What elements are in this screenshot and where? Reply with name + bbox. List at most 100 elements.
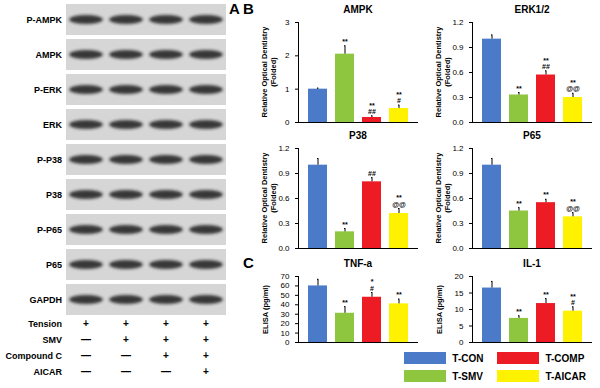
svg-text:10: 10 xyxy=(455,305,464,314)
svg-text:AMPK: AMPK xyxy=(36,50,63,60)
html-text:T-COMP: T-COMP xyxy=(545,352,585,364)
svg-text:60: 60 xyxy=(281,281,290,290)
svg-text:P65: P65 xyxy=(46,260,62,270)
svg-text:ERK: ERK xyxy=(43,120,63,130)
svg-text:0.9: 0.9 xyxy=(278,169,290,178)
svg-text:##: ## xyxy=(368,170,376,177)
svg-text:1.2: 1.2 xyxy=(452,144,464,153)
svg-text:1.2: 1.2 xyxy=(452,18,464,27)
svg-text:**##: **## xyxy=(368,102,376,115)
svg-text:+: + xyxy=(83,318,89,329)
svg-text:—: — xyxy=(81,334,91,345)
svg-text:**##: **## xyxy=(542,57,550,70)
html-text:(Folded): (Folded) xyxy=(269,57,278,87)
svg-text:0: 0 xyxy=(285,118,290,127)
html-text:(Folded): (Folded) xyxy=(443,183,452,213)
svg-text:**: ** xyxy=(396,291,402,298)
html-text:TNF-a: TNF-a xyxy=(343,258,373,269)
svg-text:+: + xyxy=(123,334,129,345)
svg-text:—: — xyxy=(121,366,131,377)
svg-text:**: ** xyxy=(516,200,522,207)
svg-text:P-ERK: P-ERK xyxy=(34,85,63,95)
svg-text:**: ** xyxy=(516,85,522,92)
svg-text:0.6: 0.6 xyxy=(278,194,290,203)
svg-text:0.6: 0.6 xyxy=(452,194,464,203)
svg-text:+: + xyxy=(203,334,209,345)
svg-text:0.6: 0.6 xyxy=(452,68,464,77)
svg-text:P-P65: P-P65 xyxy=(37,225,62,235)
html-text:T-AICAR: T-AICAR xyxy=(545,370,586,382)
svg-text:20: 20 xyxy=(281,319,290,328)
svg-text:0.3: 0.3 xyxy=(452,93,464,102)
svg-text:3: 3 xyxy=(285,18,290,27)
svg-text:+: + xyxy=(203,350,209,361)
svg-text:P-P38: P-P38 xyxy=(37,155,62,165)
svg-text:**: ** xyxy=(342,38,348,45)
svg-text:+: + xyxy=(123,318,129,329)
html-text:T-CON: T-CON xyxy=(452,352,484,364)
html-text:P65: P65 xyxy=(523,130,541,141)
svg-text:**@@: **@@ xyxy=(392,194,406,207)
svg-text:AICAR: AICAR xyxy=(34,367,63,377)
svg-text:0: 0 xyxy=(459,338,464,347)
svg-text:1.2: 1.2 xyxy=(278,144,290,153)
svg-text:5: 5 xyxy=(459,322,464,331)
svg-text:+: + xyxy=(163,318,169,329)
svg-text:**: ** xyxy=(516,308,522,315)
html-text:AMPK: AMPK xyxy=(343,4,373,15)
svg-text:2: 2 xyxy=(285,51,290,60)
html-text:Relative Optical Dentistry: Relative Optical Dentistry xyxy=(434,26,443,118)
svg-text:—: — xyxy=(121,350,131,361)
svg-text:P-AMPK: P-AMPK xyxy=(27,15,63,25)
html-text:(Folded): (Folded) xyxy=(443,57,452,87)
svg-text:GAPDH: GAPDH xyxy=(29,295,62,305)
svg-text:*#: *# xyxy=(370,278,374,291)
html-text:ERK1/2: ERK1/2 xyxy=(514,4,550,15)
svg-text:—: — xyxy=(81,366,91,377)
html-text:ELISA (pg/ml): ELISA (pg/ml) xyxy=(260,284,269,334)
svg-text:1: 1 xyxy=(285,85,290,94)
svg-text:Tension: Tension xyxy=(28,319,62,329)
svg-text:10: 10 xyxy=(281,329,290,338)
html-text:IL-1: IL-1 xyxy=(523,258,541,269)
svg-text:**: ** xyxy=(342,221,348,228)
svg-text:+: + xyxy=(203,318,209,329)
svg-text:70: 70 xyxy=(281,272,290,281)
html-text:P38: P38 xyxy=(349,130,367,141)
svg-text:+: + xyxy=(203,366,209,377)
html-text:C: C xyxy=(243,254,254,271)
svg-text:**@@: **@@ xyxy=(566,198,580,211)
html-text:Relative Optical Dentistry: Relative Optical Dentistry xyxy=(260,26,269,118)
svg-text:0: 0 xyxy=(285,338,290,347)
html-text:(Folded): (Folded) xyxy=(269,183,278,213)
html-text:T-SMV: T-SMV xyxy=(452,370,483,382)
svg-text:**#: **# xyxy=(396,91,402,104)
svg-text:30: 30 xyxy=(281,310,290,319)
html-text:A B: A B xyxy=(229,0,254,17)
svg-text:+: + xyxy=(163,334,169,345)
svg-text:**: ** xyxy=(342,299,348,306)
svg-text:0.0: 0.0 xyxy=(452,118,464,127)
svg-text:0.3: 0.3 xyxy=(278,219,290,228)
svg-text:**: ** xyxy=(543,191,549,198)
svg-text:**: ** xyxy=(543,291,549,298)
svg-text:20: 20 xyxy=(455,272,464,281)
svg-text:—: — xyxy=(81,350,91,361)
svg-text:**@@: **@@ xyxy=(566,79,580,92)
svg-text:0.3: 0.3 xyxy=(452,219,464,228)
svg-text:Compound C: Compound C xyxy=(6,351,63,361)
svg-text:+: + xyxy=(163,350,169,361)
svg-text:SMV: SMV xyxy=(42,335,62,345)
svg-text:P38: P38 xyxy=(46,190,62,200)
html-text:Relative Optical Dentistry: Relative Optical Dentistry xyxy=(260,152,269,244)
svg-text:—: — xyxy=(161,366,171,377)
svg-text:0.0: 0.0 xyxy=(278,244,290,253)
svg-text:15: 15 xyxy=(455,289,464,298)
svg-text:0.0: 0.0 xyxy=(452,244,464,253)
svg-text:40: 40 xyxy=(281,300,290,309)
svg-text:50: 50 xyxy=(281,291,290,300)
svg-text:0.9: 0.9 xyxy=(452,43,464,52)
svg-text:0.9: 0.9 xyxy=(452,169,464,178)
html-text:Relative Optical Dentistry: Relative Optical Dentistry xyxy=(434,152,443,244)
svg-text:**#: **# xyxy=(570,293,576,306)
